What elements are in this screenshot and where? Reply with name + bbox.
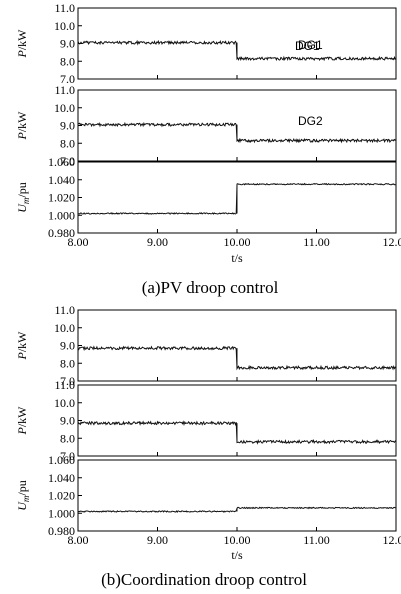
x-tick-label: 9.00: [147, 533, 168, 547]
x-tick-label: 8.00: [68, 533, 89, 547]
x-tick-label: 11.00: [303, 533, 330, 547]
y-axis-label: Um/pu: [15, 480, 31, 511]
plot-frame: [77, 459, 397, 532]
y-tick-label: 8.0: [60, 54, 75, 68]
y-axis-label-subscript: m: [21, 197, 31, 204]
y-axis-label-unit: /kW: [15, 406, 29, 427]
y-tick-label: 7.0: [60, 449, 75, 463]
y-tick-label: 11.0: [54, 1, 75, 15]
y-tick-label: 10.0: [54, 101, 75, 115]
x-tick-label: 8.00: [68, 235, 89, 249]
y-tick-label: 1.020: [48, 489, 75, 503]
series-annotation: DG1: [295, 39, 320, 53]
y-tick-label: 8.0: [60, 431, 75, 445]
subplot-1: 11.0 10.0 9.0 8.0 7.0 P/kW DG1: [15, 1, 397, 86]
series-annotation: DG2: [298, 114, 323, 128]
subplot-5: 11.0 10.0 9.0 8.0 7.0 P/kW DG2: [15, 114, 397, 463]
y-tick-label: 1.040: [48, 471, 75, 485]
y-tick-label: 10.0: [54, 396, 75, 410]
figure-caption: (b)Coordination droop control: [101, 570, 307, 589]
y-tick-label: 0.980: [48, 524, 75, 538]
series-line-DG2: [77, 420, 397, 445]
y-tick-label: 11.0: [54, 303, 75, 317]
y-axis-label: P/kW: [15, 406, 29, 436]
subplot-2: 11.0 10.0 9.0 8.0 7.0 P/kW: [15, 83, 397, 168]
series-line-DG1: [77, 39, 397, 62]
x-tick-label: 10.00: [224, 235, 251, 249]
y-axis-label-unit: /kW: [15, 331, 29, 352]
figure-b-axis: 8.00 9.00 10.00 11.00 12.00 t/s (b)Coordinatio…: [68, 533, 401, 589]
y-axis-label-unit: /kW: [15, 29, 29, 50]
y-tick-label: 9.0: [60, 414, 75, 428]
subplot-6: 1.060 1.040 1.020 1.000 0.980 Um/pu: [15, 453, 397, 538]
y-axis-label: P/kW: [15, 331, 29, 361]
y-tick-label: 7.0: [60, 374, 75, 388]
y-tick-label: 11.0: [54, 378, 75, 392]
y-tick-label: 1.060: [48, 155, 75, 169]
y-axis-label: P/kW: [15, 111, 29, 141]
series-annotation: DG1: [298, 38, 323, 52]
subplot-3: 1.060 1.040 1.020 1.000 0.980 Um/pu: [15, 155, 397, 240]
y-tick-label: 10.0: [54, 321, 75, 335]
y-tick-label: 11.0: [54, 83, 75, 97]
y-tick-label: 9.0: [60, 339, 75, 353]
x-tick-label: 12.00: [383, 533, 401, 547]
figure-caption: (a)PV droop control: [142, 278, 279, 297]
y-tick-label: 1.060: [48, 453, 75, 467]
series-line-um: [77, 182, 397, 215]
y-tick-label: 1.000: [48, 506, 75, 520]
y-axis-label-subscript: m: [21, 495, 31, 502]
plot-frame: [77, 384, 397, 457]
x-tick-label: 10.00: [224, 533, 251, 547]
x-tick-label: 9.00: [147, 235, 168, 249]
y-axis-label-unit: /kW: [15, 111, 29, 132]
y-tick-label: 1.020: [48, 191, 75, 205]
y-tick-label: 7.0: [60, 154, 75, 168]
x-tick-label: 11.00: [303, 235, 330, 249]
y-tick-label: 8.0: [60, 136, 75, 150]
x-axis-label: t/s: [231, 548, 243, 562]
figure-a-axis: 8.00 9.00 10.00 11.00 12.00 t/s (a)PV droop co…: [68, 235, 401, 297]
series-line-DG2: [77, 121, 397, 144]
y-axis-label: Um/pu: [15, 182, 31, 213]
x-axis-label: t/s: [231, 251, 243, 265]
y-tick-label: 7.0: [60, 72, 75, 86]
y-axis-label-unit: /pu: [15, 480, 29, 495]
y-tick-label: 10.0: [54, 19, 75, 33]
y-axis-label: P/kW: [15, 29, 29, 59]
y-tick-label: 1.040: [48, 173, 75, 187]
y-tick-label: 9.0: [60, 37, 75, 51]
series-line-DG1: [77, 345, 397, 371]
y-tick-label: 0.980: [48, 226, 75, 240]
y-axis-label-unit: /pu: [15, 182, 29, 197]
y-tick-label: 9.0: [60, 119, 75, 133]
x-tick-label: 12.00: [383, 235, 401, 249]
y-tick-label: 8.0: [60, 356, 75, 370]
subplot-4: 11.0 10.0 9.0 8.0 7.0 P/kW DG1: [15, 38, 397, 388]
y-tick-label: 1.000: [48, 208, 75, 222]
plot-frame: [77, 309, 397, 382]
